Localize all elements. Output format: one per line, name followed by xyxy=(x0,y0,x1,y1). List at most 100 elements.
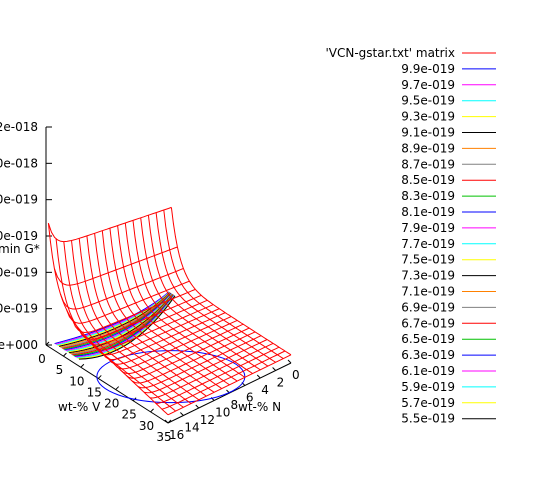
mesh-line xyxy=(89,304,214,351)
contour-line xyxy=(71,294,174,355)
mesh-line xyxy=(77,294,202,340)
y-tick xyxy=(287,359,292,364)
contour-line xyxy=(54,291,170,345)
legend-label: 8.1e-019 xyxy=(401,205,455,219)
legend-label: 8.7e-019 xyxy=(401,157,455,171)
z-tick-label: 0e-019 xyxy=(0,265,38,279)
contour-line xyxy=(63,292,172,350)
mesh-line xyxy=(137,335,262,389)
x-tick xyxy=(80,363,85,368)
legend-label: 6.1e-019 xyxy=(401,364,455,378)
contour-line xyxy=(67,293,173,353)
z-axis-label: min G* xyxy=(0,242,40,256)
mesh-line xyxy=(71,288,196,334)
mesh-line xyxy=(95,308,220,356)
x-tick-label: 25 xyxy=(122,408,137,422)
legend-label: 6.3e-019 xyxy=(401,348,455,362)
x-tick xyxy=(150,408,154,413)
y-tick xyxy=(180,412,184,416)
contour-line xyxy=(74,294,175,357)
y-axis-label: wt-% N xyxy=(238,400,281,414)
mesh-line xyxy=(119,323,244,375)
mesh-line xyxy=(167,354,292,416)
legend-label: 6.5e-019 xyxy=(401,332,455,346)
mesh-line xyxy=(107,316,232,365)
mesh-line xyxy=(65,280,190,324)
contour-line xyxy=(75,294,175,358)
x-axis-line xyxy=(45,344,169,424)
legend-label: 7.3e-019 xyxy=(401,269,455,283)
x-tick-label: 20 xyxy=(104,397,119,411)
y-tick-label: 2 xyxy=(277,376,285,390)
z-axis-ticks: e+000 0e-019 0e-019 0e-019 0e-019 0e-018 2e-01… xyxy=(0,120,52,352)
legend-label: 8.9e-019 xyxy=(401,141,455,155)
mesh-line xyxy=(83,299,208,346)
z-tick-label: 0e-019 xyxy=(0,193,38,207)
legend-label: 'VCN-gstar.txt' matrix xyxy=(325,46,455,60)
contour-line xyxy=(56,291,170,346)
mesh-line xyxy=(47,206,172,243)
legend-label: 9.9e-019 xyxy=(401,62,455,76)
x-tick-label: 15 xyxy=(87,385,102,399)
z-tick-label: 0e-018 xyxy=(0,156,38,170)
x-tick xyxy=(97,375,102,379)
y-tick-label: 12 xyxy=(200,413,215,427)
z-tick-label: 2e-018 xyxy=(0,120,38,134)
legend-label: 9.5e-019 xyxy=(401,94,455,108)
contour-line xyxy=(66,293,173,352)
mesh-line xyxy=(150,342,274,399)
contour-line xyxy=(73,294,175,357)
z-tick-label: e+000 xyxy=(0,338,38,352)
legend-label: 9.7e-019 xyxy=(401,78,455,92)
legend-label: 9.1e-019 xyxy=(401,126,455,140)
contour-line xyxy=(58,292,171,347)
y-tick-label: 8 xyxy=(231,398,239,412)
legend-label: 6.9e-019 xyxy=(401,300,455,314)
x-tick xyxy=(167,419,172,424)
x-tick xyxy=(115,386,120,390)
legend-label: 8.5e-019 xyxy=(401,173,455,187)
x-tick-label: 0 xyxy=(38,352,46,366)
contour-line xyxy=(57,292,171,347)
legend-label: 5.9e-019 xyxy=(401,380,455,394)
legend-label: 7.5e-019 xyxy=(401,253,455,267)
contour-lines xyxy=(54,291,246,404)
y-tick xyxy=(164,419,169,424)
mesh-line xyxy=(161,350,286,410)
x-axis-label: wt-% V xyxy=(58,400,101,414)
legend-label: 6.7e-019 xyxy=(401,316,455,330)
mesh-line xyxy=(59,268,184,310)
x-tick xyxy=(45,341,50,346)
legend-label: 8.3e-019 xyxy=(401,189,455,203)
x-tick-label: 30 xyxy=(139,419,154,433)
x-tick-label: 35 xyxy=(156,430,171,444)
contour-line xyxy=(60,292,171,348)
mesh-line xyxy=(125,327,250,379)
legend: 'VCN-gstar.txt' matrix 9.9e-019 9.7e-019 9.… xyxy=(325,46,496,426)
y-tick-label: 6 xyxy=(246,391,254,405)
mesh-line xyxy=(155,346,280,404)
y-tick-label: 10 xyxy=(215,406,230,420)
y-tick-label: 0 xyxy=(292,368,300,382)
legend-label: 9.3e-019 xyxy=(401,110,455,124)
y-tick xyxy=(256,374,261,379)
legend-label: 5.7e-019 xyxy=(401,396,455,410)
legend-label: 7.1e-019 xyxy=(401,285,455,299)
contour-line xyxy=(68,293,173,354)
legend-label: 7.7e-019 xyxy=(401,237,455,251)
y-tick-label: 16 xyxy=(169,428,184,442)
y-tick xyxy=(195,404,200,409)
y-tick-label: 4 xyxy=(261,383,269,397)
contour-line xyxy=(55,291,170,345)
legend-label: 7.9e-019 xyxy=(401,221,455,235)
z-tick-label: 0e-019 xyxy=(0,229,38,243)
x-tick xyxy=(63,352,67,357)
mesh-line xyxy=(53,246,178,286)
contour-line xyxy=(78,295,176,360)
mesh-line xyxy=(113,319,238,370)
y-tick xyxy=(272,367,276,371)
